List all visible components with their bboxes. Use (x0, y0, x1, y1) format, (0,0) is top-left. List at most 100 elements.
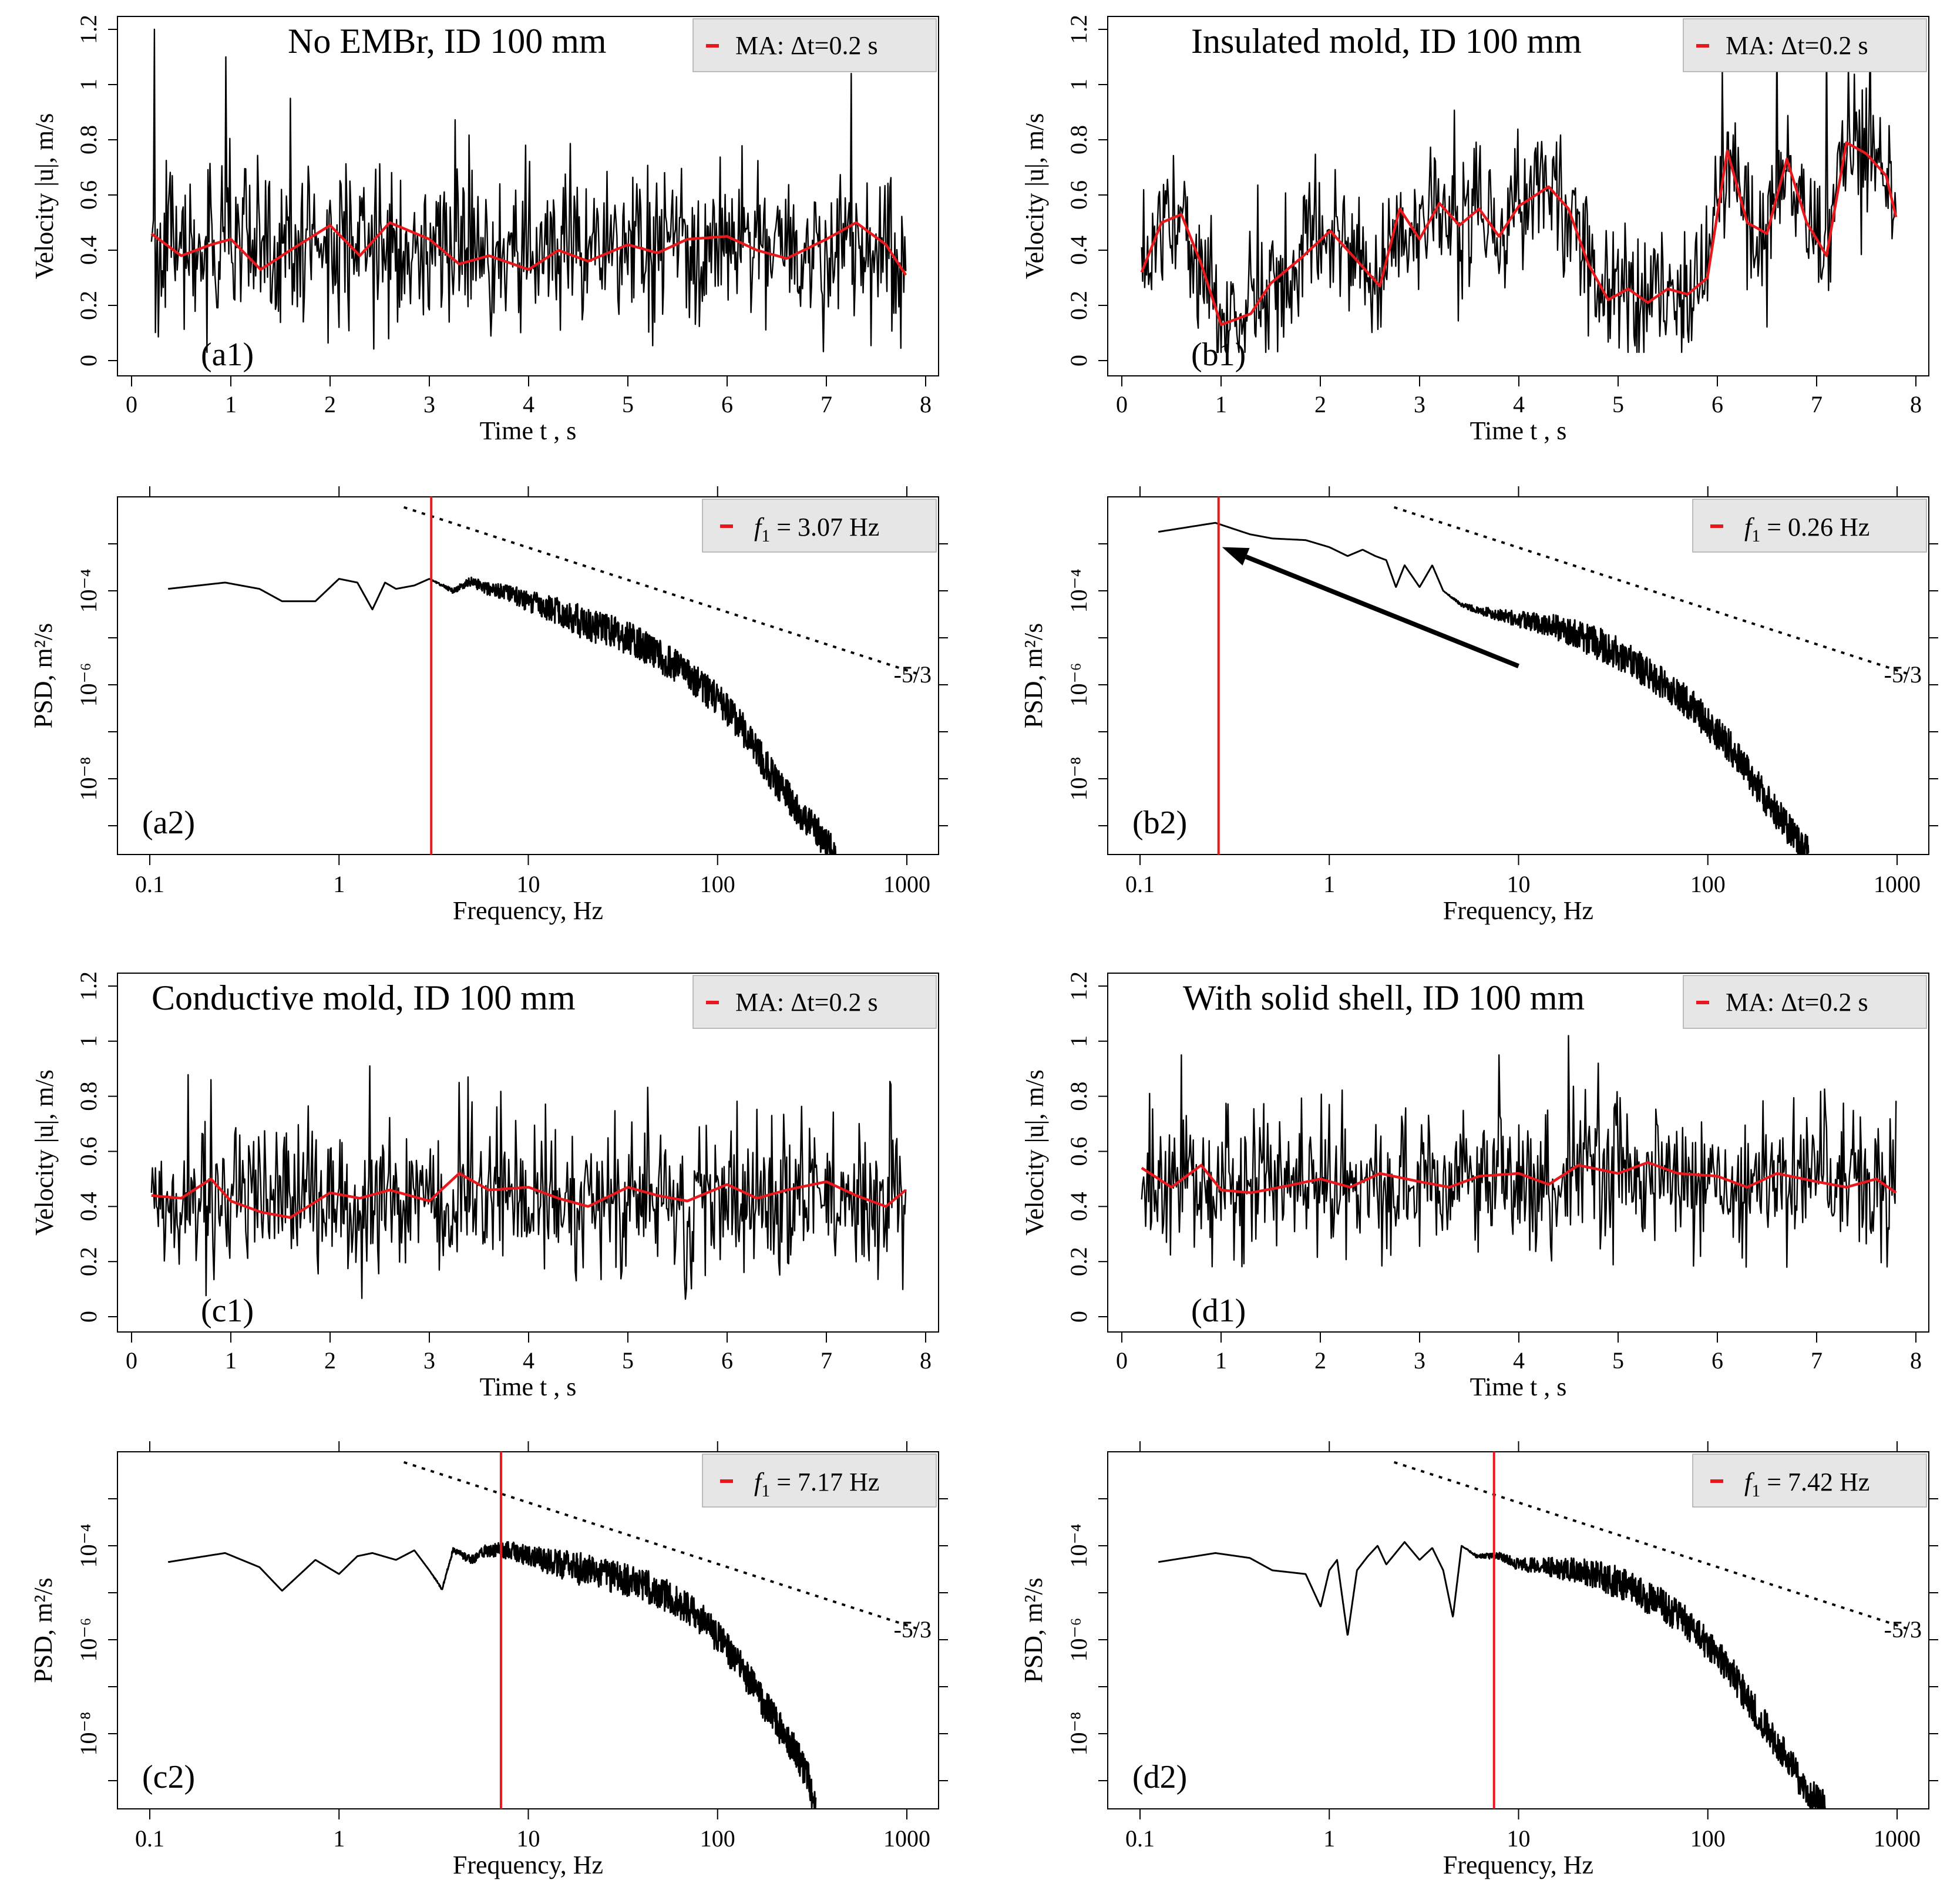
c1-xtick-label: 5 (622, 1347, 634, 1374)
d2-panel: 0.1 1 10 100 1000 10⁻⁴ 10⁻⁶ 10⁻⁸ Frequency, Hz PS… (1019, 1441, 1938, 1879)
b1-ytick-label: 0.4 (1065, 236, 1092, 265)
b2-xtick-label: 0.1 (1125, 871, 1155, 897)
d2-xtick-label: 0.1 (1125, 1825, 1155, 1852)
c2-ytick-label: 10⁻⁴ (75, 1523, 102, 1567)
b1-ytick-label: 1 (1065, 79, 1092, 90)
a2-ylabel: PSD, m²/s (29, 623, 58, 728)
b1-xtick-label: 8 (1910, 391, 1922, 418)
c1-title: Conductive mold, ID 100 mm (152, 978, 576, 1017)
a1-moving-average-series (150, 221, 907, 276)
b2-xtick-label: 100 (1690, 871, 1726, 897)
c1-velocity-series (150, 1065, 907, 1300)
c2-xtick-label: 10 (517, 1825, 540, 1852)
d1-velocity-series (1141, 1035, 1897, 1268)
b1-velocity-series (1141, 28, 1897, 354)
b2-arrow-shaft (1245, 554, 1519, 668)
c2-psd-series (167, 1541, 817, 1809)
a1-ytick-label: 0.2 (75, 291, 102, 320)
d1-ytick-label: 0 (1065, 1311, 1092, 1323)
d2-xtick-label: 10 (1507, 1825, 1531, 1852)
b2-legend-label: f1 = 0.26 Hz (1744, 513, 1869, 546)
a2-legend-label: f1 = 3.07 Hz (754, 513, 879, 546)
a2-panel: 0.1 1 10 100 1000 10⁻⁴ 10⁻⁶ 10⁻⁸ Frequency, Hz PS… (29, 486, 948, 925)
b2-arrow-head (1222, 547, 1250, 566)
a1-ytick-label: 0 (75, 355, 102, 366)
b2-ytick-label: 10⁻⁶ (1065, 662, 1092, 707)
b1-panel: 0 1 2 3 4 5 6 7 8 0 0.2 0.4 0.6 0.8 1 1.2 Time t , s Velo… (1020, 15, 1929, 445)
c1-ylabel: Velocity |u|, m/s (30, 1069, 59, 1236)
c1-ytick-label: 0.4 (75, 1192, 102, 1221)
d1-panel-tag: (d1) (1191, 1293, 1246, 1329)
d2-ytick-label: 10⁻⁸ (1065, 1711, 1092, 1755)
b2-xlabel: Frequency, Hz (1443, 896, 1593, 925)
b1-moving-average-series (1140, 141, 1898, 327)
b1-ytick-label: 0.2 (1065, 291, 1092, 320)
d1-xtick-label: 2 (1314, 1347, 1326, 1374)
a1-title: No EMBr, ID 100 mm (288, 22, 607, 60)
a1-legend-label: MA: Δt=0.2 s (735, 31, 878, 60)
a1-ytick-label: 0.4 (75, 236, 102, 265)
b1-ytick-label: 1.2 (1065, 15, 1092, 44)
a1-ytick-label: 0.8 (75, 125, 102, 154)
d1-moving-average-series (1141, 1161, 1897, 1195)
b1-legend-box (1683, 18, 1927, 72)
d1-ytick-label: 0.4 (1065, 1192, 1092, 1221)
d1-xtick-label: 8 (1910, 1347, 1922, 1374)
b2-panel: 0.1 1 10 100 1000 10⁻⁴ 10⁻⁶ 10⁻⁸ Frequency, Hz PS… (1019, 486, 1938, 925)
d1-title: With solid shell, ID 100 mm (1183, 978, 1585, 1017)
c2-panel: 0.1 1 10 100 1000 10⁻⁴ 10⁻⁶ 10⁻⁸ Frequency, Hz PS… (29, 1441, 948, 1879)
a1-xtick-label: 6 (721, 391, 733, 418)
a2-ytick-label: 10⁻⁴ (75, 568, 102, 613)
c1-xtick-label: 8 (920, 1347, 932, 1374)
c2-panel-tag: (c2) (142, 1759, 195, 1795)
d1-legend-label: MA: Δt=0.2 s (1726, 988, 1868, 1017)
c1-xtick-label: 1 (225, 1347, 237, 1374)
d1-xtick-label: 6 (1711, 1347, 1723, 1374)
a2-xtick-label: 10 (517, 871, 540, 897)
b2-legend-box (1692, 499, 1927, 553)
a2-psd-series (167, 576, 837, 855)
a2-xtick-label: 1 (333, 871, 345, 897)
d1-ytick-label: 1.2 (1065, 971, 1092, 1001)
c2-legend-label: f1 = 7.17 Hz (754, 1468, 879, 1501)
c1-xtick-label: 7 (821, 1347, 832, 1374)
d2-legend-box (1692, 1454, 1927, 1508)
a2-ytick-label: 10⁻⁸ (75, 756, 102, 800)
c1-xtick-label: 3 (423, 1347, 435, 1374)
c2-ylabel: PSD, m²/s (29, 1577, 58, 1683)
d1-ytick-label: 0.2 (1065, 1247, 1092, 1276)
c1-ytick-label: 0 (75, 1311, 102, 1323)
a1-xlabel: Time t , s (480, 416, 577, 445)
a1-xtick-label: 1 (225, 391, 237, 418)
a1-xtick-label: 4 (523, 391, 534, 418)
b1-panel-tag: (b1) (1191, 337, 1246, 373)
b2-panel-tag: (b2) (1132, 805, 1187, 841)
b1-xtick-label: 7 (1811, 391, 1823, 418)
c1-legend-box (692, 975, 937, 1029)
a2-xlabel: Frequency, Hz (453, 896, 603, 925)
b2-slope-label: -5/3 (1884, 661, 1922, 688)
c1-legend-label: MA: Δt=0.2 s (735, 988, 878, 1017)
d2-xtick-label: 100 (1690, 1825, 1726, 1852)
a2-slope-line (403, 506, 923, 677)
c2-xlabel: Frequency, Hz (453, 1851, 603, 1879)
c2-xtick-label: 100 (700, 1825, 735, 1852)
b1-xtick-label: 4 (1513, 391, 1525, 418)
c2-ytick-label: 10⁻⁸ (75, 1711, 102, 1755)
a1-ytick-label: 1 (75, 79, 102, 90)
c1-ytick-label: 1.2 (75, 971, 102, 1001)
b2-xtick-label: 1 (1323, 871, 1335, 897)
b2-psd-series (1158, 522, 1810, 855)
c1-xtick-label: 4 (523, 1347, 534, 1374)
b1-ytick-label: 0.8 (1065, 125, 1092, 154)
d1-xtick-label: 4 (1513, 1347, 1525, 1374)
b1-xtick-label: 5 (1612, 391, 1624, 418)
d1-panel: 0 1 2 3 4 5 6 7 8 0 0.2 0.4 0.6 0.8 1 1.2 Time t , s Velo… (1020, 971, 1929, 1401)
b2-xtick-label: 1000 (1874, 871, 1921, 897)
a1-velocity-series (150, 28, 907, 354)
b2-ylabel: PSD, m²/s (1019, 623, 1048, 728)
b1-xtick-label: 2 (1314, 391, 1326, 418)
b1-xtick-label: 6 (1711, 391, 1723, 418)
d1-xtick-label: 0 (1116, 1347, 1128, 1374)
